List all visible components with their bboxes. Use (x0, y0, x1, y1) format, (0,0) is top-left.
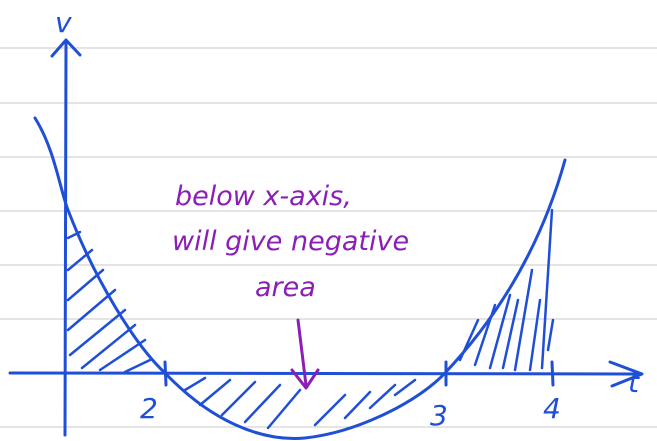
annotation-line: area (255, 272, 316, 303)
v-axis (52, 40, 80, 435)
tick-label: 3 (430, 399, 448, 432)
annotation-arrow (292, 320, 318, 388)
y-axis-label: v (55, 6, 72, 39)
x-axis-label: t (628, 366, 640, 399)
sketch: v t 2 3 4 below x-axis, will give negati… (0, 0, 657, 441)
annotation-line: below x-axis, (175, 181, 352, 212)
tick-label: 2 (140, 392, 158, 425)
annotation-line: will give negative (172, 226, 409, 257)
tick-label: 4 (543, 392, 561, 425)
